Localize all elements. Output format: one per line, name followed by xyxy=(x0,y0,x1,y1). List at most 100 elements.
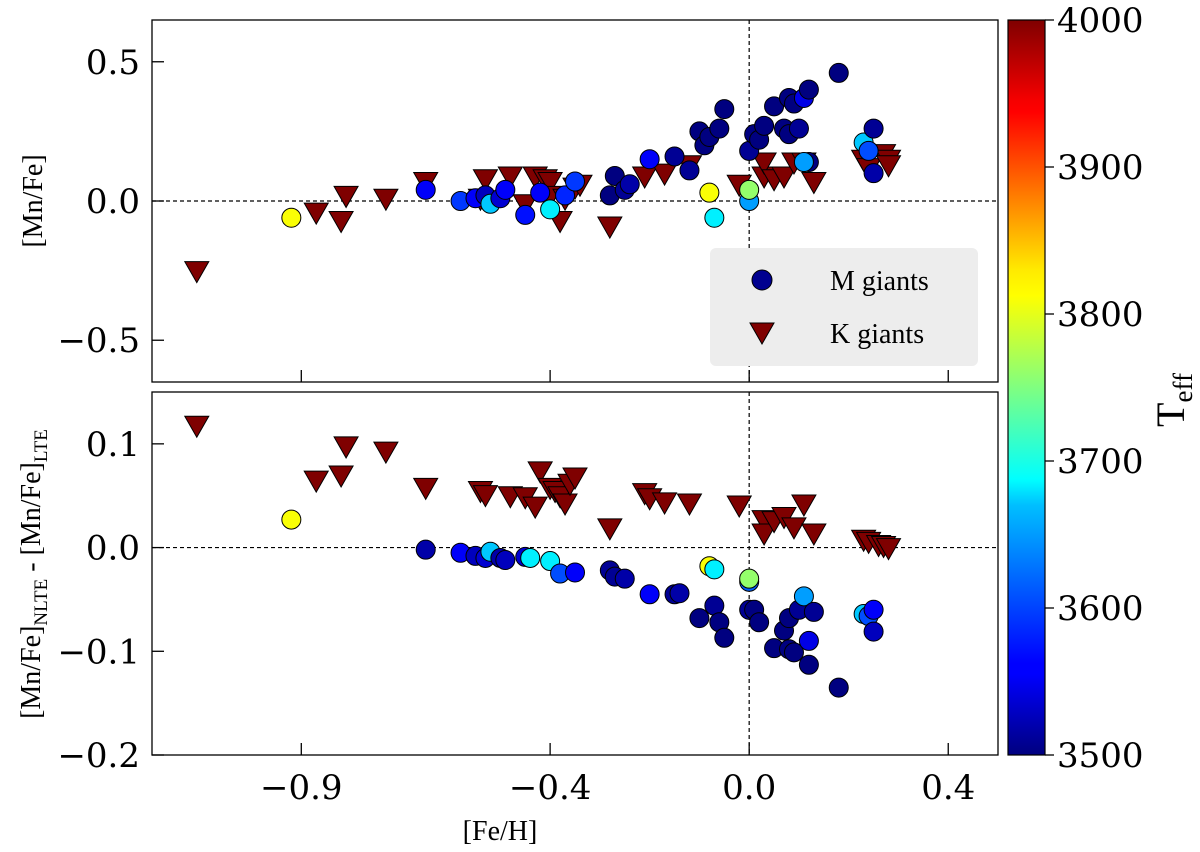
top-m-giant-point-44 xyxy=(858,140,879,161)
bottom-m-giant-point-19 xyxy=(689,608,710,629)
bottom-k-giant-point-28 xyxy=(781,517,807,540)
top-m-giant-point-15 xyxy=(619,174,640,195)
top-k-giant-point-12 xyxy=(537,172,563,195)
colorbar-tick-label-1: 3600 xyxy=(1057,589,1144,629)
bottom-m-giant-point-40 xyxy=(828,677,849,698)
top-ticks: −0.5 0.0 0.5 xyxy=(57,43,949,382)
bottom-reference-lines xyxy=(152,392,998,755)
colorbar-tick-label-2: 3700 xyxy=(1057,442,1144,482)
bottom-m-giant-point-22 xyxy=(714,627,735,648)
top-panel: −0.5 0.0 0.5 [Mn/Fe] M giants K giants xyxy=(18,19,999,383)
top-k-giant-point-2 xyxy=(328,210,354,234)
bottom-m-giant-point-20 xyxy=(704,595,725,616)
top-m-giant-point-41 xyxy=(793,152,814,173)
xlabel: [Fe/H] xyxy=(463,816,538,847)
top-m-giant-point-8 xyxy=(530,182,551,203)
top-points xyxy=(183,62,902,284)
top-m-giant-point-17 xyxy=(664,146,685,167)
bottom-m-giant-point-29 xyxy=(739,568,760,589)
top-k-giant-point-0 xyxy=(183,261,210,284)
colorbar-tick-label-4: 3900 xyxy=(1057,148,1144,188)
top-m-giant-point-11 xyxy=(565,171,585,192)
top-m-giant-point-16 xyxy=(639,149,660,170)
bottom-m-giant-point-15 xyxy=(614,568,635,589)
top-k-giant-point-18 xyxy=(596,216,623,240)
top-k-giant-point-29 xyxy=(801,172,827,195)
top-m-giant-point-31 xyxy=(739,179,760,200)
colorbar: 3500 3600 3700 3800 3900 4000 Teff xyxy=(1007,1,1198,776)
bottom-ytick-label-2: 0.0 xyxy=(86,529,140,569)
top-m-giant-point-29 xyxy=(754,115,775,136)
bottom-ylabel-sub-lte: LTE xyxy=(31,429,52,462)
bottom-ytick-label-3: 0.1 xyxy=(86,425,140,465)
bottom-ylabel-sub-nlte: NLTE xyxy=(31,579,52,626)
colorbar-title-sub: eff xyxy=(1168,373,1198,402)
bottom-m-giant-point-39 xyxy=(803,601,824,622)
colorbar-ticks: 3500 3600 3700 3800 3900 4000 xyxy=(1045,1,1144,776)
legend-k-giants-label: K giants xyxy=(830,319,924,350)
bottom-ytick-label-0: −0.2 xyxy=(57,736,140,776)
bottom-m-giant-point-18 xyxy=(669,583,690,604)
legend-m-giants-label: M giants xyxy=(830,266,929,297)
colorbar-title: Teff xyxy=(1148,373,1198,427)
bottom-m-giant-point-38 xyxy=(798,654,819,675)
top-k-giant-point-4 xyxy=(373,188,399,212)
top-m-giant-point-25 xyxy=(704,207,725,228)
colorbar-tick-label-3: 3800 xyxy=(1057,295,1144,335)
top-k-giant-point-3 xyxy=(333,185,359,209)
top-ytick-label-2: 0.5 xyxy=(86,43,140,83)
top-m-giant-point-39 xyxy=(798,79,819,100)
bottom-k-giant-point-23 xyxy=(726,495,753,519)
top-m-giant-point-45 xyxy=(863,118,884,139)
bottom-xtick-label-1: −0.4 xyxy=(509,768,592,808)
bottom-m-giant-point-43 xyxy=(863,599,884,620)
bottom-k-giant-point-3 xyxy=(333,436,359,459)
colorbar-gradient xyxy=(1007,19,1046,756)
top-m-giant-point-10 xyxy=(555,185,576,206)
bottom-k-giant-point-21 xyxy=(651,492,678,515)
bottom-k-giant-point-35 xyxy=(875,538,902,561)
bottom-k-giant-point-0 xyxy=(183,415,210,439)
bottom-m-giant-point-37 xyxy=(798,630,819,651)
bottom-ylabel-part-mid: - [Mn/Fe] xyxy=(16,462,47,579)
bottom-m-giant-point-0 xyxy=(281,509,302,530)
bottom-ylabel: [Mn/Fe]NLTE - [Mn/Fe]LTE xyxy=(16,429,52,719)
bottom-ticks: −0.9 −0.4 0.0 0.4 −0.2 −0.1 0.0 0.1 xyxy=(57,425,975,808)
top-m-giant-point-24 xyxy=(699,182,720,203)
bottom-panel: −0.9 −0.4 0.0 0.4 −0.2 −0.1 0.0 0.1 [Mn/Fe]NLTE… xyxy=(16,391,999,847)
top-m-giant-point-22 xyxy=(709,118,730,139)
top-ylabel: [Mn/Fe] xyxy=(18,154,49,247)
bottom-m-giant-point-44 xyxy=(863,621,884,642)
bottom-ylabel-part-a: [Mn/Fe] xyxy=(16,626,47,719)
bottom-m-giant-point-16 xyxy=(639,584,660,605)
bottom-m-giant-point-24 xyxy=(704,559,725,580)
legend: M giants K giants xyxy=(710,248,978,366)
bottom-m-giant-point-27 xyxy=(749,612,770,633)
bottom-xtick-label-3: 0.4 xyxy=(921,768,975,808)
top-m-giant-point-6 xyxy=(495,179,516,200)
bottom-m-giant-point-1 xyxy=(415,539,436,560)
top-m-giant-point-46 xyxy=(863,163,884,184)
bottom-k-giant-point-2 xyxy=(328,465,354,488)
bottom-k-giant-point-7 xyxy=(472,485,499,508)
bottom-m-giant-point-7 xyxy=(495,550,516,571)
top-m-giant-point-9 xyxy=(540,199,561,220)
bottom-k-giant-point-11 xyxy=(527,461,554,484)
bottom-k-giant-point-10 xyxy=(522,496,549,520)
bottom-m-giant-point-9 xyxy=(520,547,541,568)
top-k-giant-point-26 xyxy=(771,166,797,189)
bottom-points xyxy=(183,415,902,698)
bottom-k-giant-point-5 xyxy=(412,477,439,501)
bottom-k-giant-point-18 xyxy=(596,518,623,541)
top-ytick-label-1: 0.0 xyxy=(86,182,140,222)
bottom-m-giant-point-12 xyxy=(565,562,585,583)
top-m-giant-point-42 xyxy=(828,62,849,83)
bottom-m-giant-point-34 xyxy=(783,642,804,663)
top-k-giant-point-7 xyxy=(472,169,499,192)
bottom-k-giant-point-29 xyxy=(791,494,817,518)
bottom-k-giant-point-17 xyxy=(562,467,588,491)
bottom-k-giant-point-22 xyxy=(676,493,703,516)
top-m-giant-point-47 xyxy=(281,207,302,228)
top-m-giant-point-18 xyxy=(679,160,700,181)
